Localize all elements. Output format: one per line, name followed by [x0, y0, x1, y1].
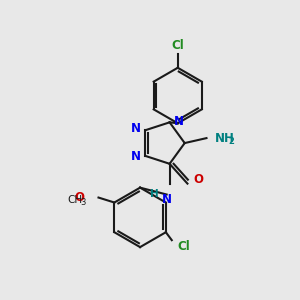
Text: Cl: Cl [178, 240, 190, 253]
Text: O: O [75, 191, 85, 204]
Text: 3: 3 [80, 198, 85, 207]
Text: N: N [131, 150, 141, 164]
Text: N: N [162, 193, 172, 206]
Text: 2: 2 [228, 136, 234, 146]
Text: Cl: Cl [171, 39, 184, 52]
Text: N: N [174, 115, 184, 128]
Text: N: N [131, 122, 141, 135]
Text: O: O [194, 173, 203, 186]
Text: H: H [150, 188, 159, 199]
Text: NH: NH [214, 132, 234, 145]
Text: CH: CH [67, 194, 82, 205]
